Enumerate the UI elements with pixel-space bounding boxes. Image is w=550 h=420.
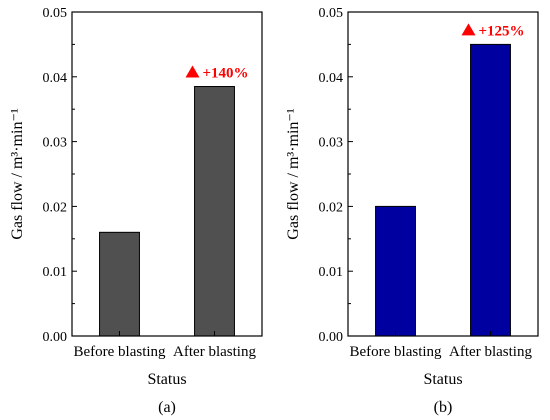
chart-panel-a: 0.00 0.01 0.02 0.03 0.04 0.05 Before blasting A…	[9, 6, 263, 416]
bar-before-blasting	[375, 205, 416, 337]
bar-before-blasting	[99, 231, 140, 337]
increase-annotation: +140%	[203, 66, 249, 82]
y-tick-label: 0.03	[319, 136, 344, 151]
y-tick-label: 0.00	[43, 330, 68, 345]
x-tick-label: After blasting	[449, 344, 532, 360]
chart-panel-b: 0.00 0.01 0.02 0.03 0.04 0.05 Before blasting A…	[285, 6, 539, 416]
y-axis-title: Gas flow / m³·min⁻¹	[285, 108, 302, 240]
increase-annotation: +125%	[479, 23, 525, 39]
x-axis-title: Status	[147, 371, 186, 388]
y-tick-label: 0.02	[43, 200, 68, 215]
y-axis-title: Gas flow / m³·min⁻¹	[9, 108, 26, 240]
x-tick-label: Before blasting	[73, 344, 166, 360]
y-tick-label: 0.01	[43, 265, 68, 280]
y-tick-label: 0.02	[319, 200, 344, 215]
panel-label: (b)	[434, 399, 453, 416]
y-tick-label: 0.00	[319, 330, 344, 345]
y-tick-label: 0.01	[319, 265, 344, 280]
panel-label: (a)	[158, 399, 176, 416]
x-tick-label: After blasting	[173, 344, 256, 360]
x-axis-title: Status	[423, 371, 462, 388]
y-tick-label: 0.05	[43, 6, 68, 21]
bar-after-blasting	[470, 43, 511, 337]
x-tick-label: Before blasting	[349, 344, 442, 360]
y-tick-label: 0.03	[43, 136, 68, 151]
y-tick-label: 0.04	[43, 71, 68, 86]
up-triangle-icon	[185, 65, 200, 78]
bar-after-blasting	[194, 86, 235, 337]
y-tick-label: 0.04	[319, 71, 344, 86]
up-triangle-icon	[461, 23, 476, 36]
y-tick-label: 0.05	[319, 6, 344, 21]
